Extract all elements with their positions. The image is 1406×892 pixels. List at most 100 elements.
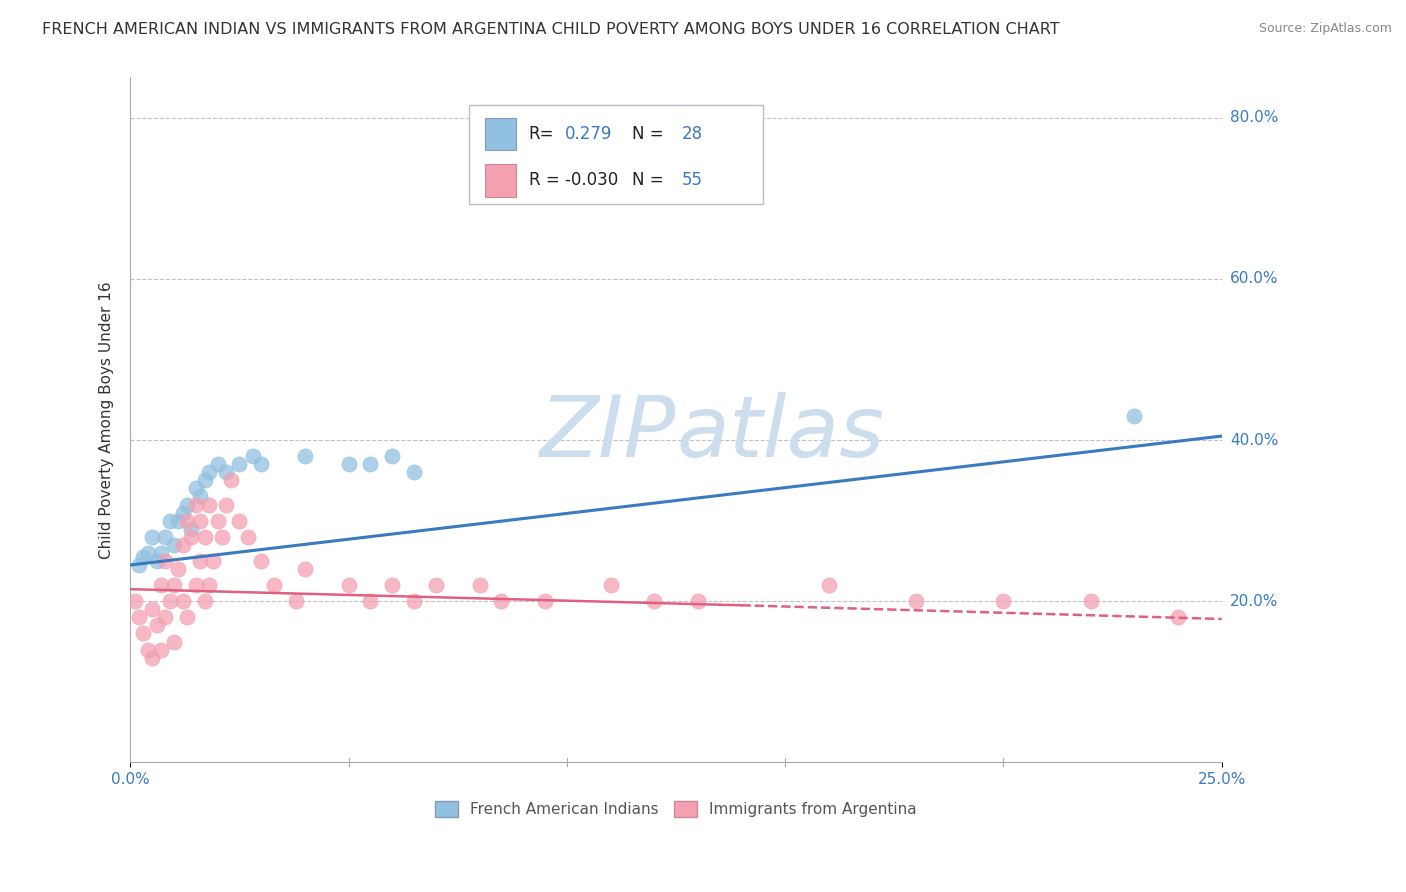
Point [381, 449, 404, 463]
Point [145, 618, 167, 632]
Text: FRENCH AMERICAN INDIAN VS IMMIGRANTS FROM ARGENTINA CHILD POVERTY AMONG BOYS UND: FRENCH AMERICAN INDIAN VS IMMIGRANTS FRO… [42, 22, 1060, 37]
Point [263, 578, 285, 592]
Point [145, 554, 167, 568]
Point [193, 530, 215, 544]
Y-axis label: Child Poverty Among Boys Under 16: Child Poverty Among Boys Under 16 [100, 281, 114, 558]
Point [128, 558, 150, 572]
Point [159, 594, 181, 608]
Point [188, 490, 211, 504]
Text: Source: ZipAtlas.com: Source: ZipAtlas.com [1258, 22, 1392, 36]
Point [534, 594, 557, 608]
Point [163, 538, 186, 552]
Point [238, 530, 260, 544]
Point [172, 506, 194, 520]
Point [250, 457, 273, 471]
Point [184, 482, 207, 496]
Point [155, 530, 177, 544]
Point [149, 578, 172, 592]
Point [198, 578, 221, 592]
Point [136, 642, 159, 657]
Point [198, 466, 221, 480]
Text: 0.279: 0.279 [565, 125, 612, 143]
Point [359, 457, 381, 471]
Point [198, 498, 221, 512]
Point [686, 594, 709, 608]
Point [468, 578, 491, 592]
Point [167, 514, 190, 528]
Point [211, 530, 233, 544]
Point [228, 514, 250, 528]
Text: 55: 55 [682, 171, 703, 189]
Point [491, 594, 513, 608]
Text: ZIP: ZIP [540, 392, 676, 475]
Point [180, 530, 202, 544]
Point [219, 474, 242, 488]
Point [193, 474, 215, 488]
Legend: French American Indians, Immigrants from Argentina: French American Indians, Immigrants from… [429, 795, 922, 823]
Text: 20.0%: 20.0% [1230, 594, 1278, 608]
Point [215, 466, 238, 480]
Text: 60.0%: 60.0% [1230, 271, 1278, 286]
Bar [485, 164, 516, 196]
Point [1167, 610, 1189, 624]
Point [159, 514, 181, 528]
Point [132, 626, 155, 640]
Point [188, 514, 211, 528]
Point [425, 578, 447, 592]
Text: atlas: atlas [676, 392, 884, 475]
Point [817, 578, 839, 592]
Point [207, 514, 229, 528]
Point [250, 554, 273, 568]
Point [643, 594, 665, 608]
Point [155, 610, 177, 624]
Text: N =: N = [633, 171, 664, 189]
Point [184, 498, 207, 512]
Point [193, 594, 215, 608]
Point [124, 594, 146, 608]
Point [176, 498, 198, 512]
Point [132, 549, 155, 564]
Point [337, 578, 360, 592]
Text: R=: R= [529, 125, 554, 143]
Point [285, 594, 308, 608]
Point [149, 642, 172, 657]
Point [172, 538, 194, 552]
Point [188, 554, 211, 568]
Point [905, 594, 928, 608]
Point [155, 554, 177, 568]
Point [136, 546, 159, 560]
Point [337, 457, 360, 471]
Point [163, 634, 186, 648]
Text: 40.0%: 40.0% [1230, 433, 1278, 448]
Point [294, 562, 316, 576]
Point [202, 554, 225, 568]
Point [163, 578, 186, 592]
Point [381, 578, 404, 592]
Point [141, 650, 163, 665]
Text: R = -0.030: R = -0.030 [529, 171, 617, 189]
Point [404, 466, 426, 480]
FancyBboxPatch shape [468, 105, 763, 204]
Text: 28: 28 [682, 125, 703, 143]
Point [176, 514, 198, 528]
Point [215, 498, 238, 512]
Bar [485, 118, 516, 151]
Point [149, 546, 172, 560]
Point [993, 594, 1015, 608]
Point [228, 457, 250, 471]
Point [207, 457, 229, 471]
Point [1080, 594, 1102, 608]
Point [172, 594, 194, 608]
Point [180, 522, 202, 536]
Point [141, 530, 163, 544]
Point [1123, 409, 1146, 423]
Point [184, 578, 207, 592]
Point [294, 449, 316, 463]
Point [141, 602, 163, 616]
Point [599, 578, 621, 592]
Point [176, 610, 198, 624]
Point [359, 594, 381, 608]
Point [242, 449, 264, 463]
Point [128, 610, 150, 624]
Text: 80.0%: 80.0% [1230, 111, 1278, 125]
